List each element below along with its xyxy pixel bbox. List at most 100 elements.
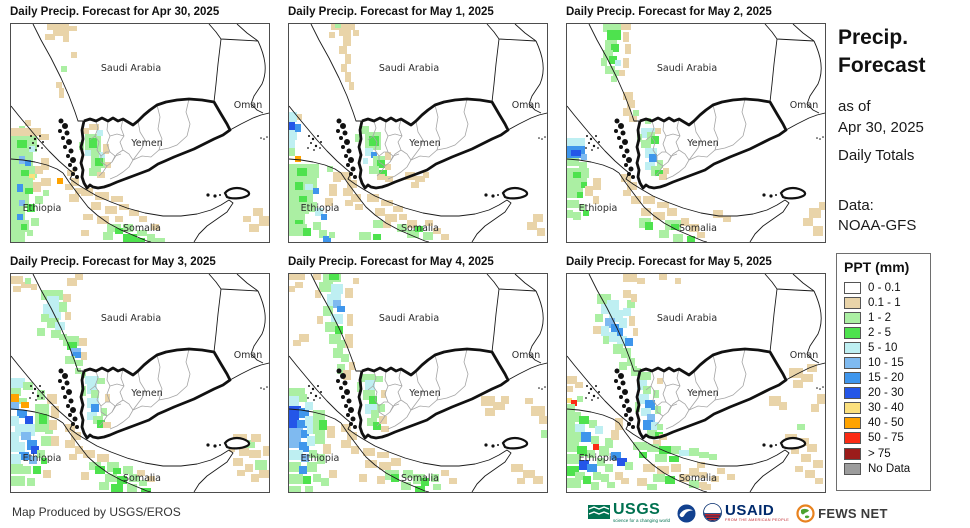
precip-cell [63,36,69,42]
island [320,391,322,393]
precip-cell [353,278,359,284]
admin-boundary [665,383,681,387]
island [35,399,37,401]
coastline-border [289,105,512,242]
country-label: Somalia [679,223,717,234]
precip-cell [697,232,705,238]
precip-cell [647,430,657,438]
precip-cell [391,458,401,466]
legend-entry: No Data [844,461,930,476]
island [68,163,72,167]
admin-boundary [397,118,403,151]
island [41,147,43,149]
island [620,380,626,386]
island [39,385,41,387]
coastline-border [62,172,152,242]
precip-cell [769,396,781,406]
island [64,130,70,136]
island [32,142,34,144]
country-label: Yemen [686,138,719,149]
precip-cell [643,386,651,394]
precip-cell [95,158,103,166]
legend-entry: > 75 [844,446,930,461]
precip-cell [645,222,653,230]
island [341,145,345,149]
map-svg: Saudi Arabia Oman Yemen Ethiopia Somalia [567,24,825,242]
precip-cell [355,134,360,142]
precip-cell [611,430,619,440]
island [58,129,62,133]
precip-cell [105,474,117,482]
admin-boundary [665,399,690,430]
precip-cell [23,466,31,474]
precip-cell [299,196,307,202]
precip-cell [11,276,23,284]
forecast-panel: Daily Precip. Forecast for Apr 30, 2025 S… [10,4,270,243]
precip-cell [789,368,803,378]
precip-cell [585,186,593,196]
legend-swatch [844,326,861,339]
precip-cell [79,338,87,346]
island [349,172,353,176]
precip-cell [87,398,99,408]
precip-cell [25,278,31,284]
precip-cell [645,400,655,410]
precip-cell [617,458,627,466]
precip-cell [27,478,35,486]
precip-cell [39,414,47,424]
precip-cell [689,480,699,488]
island [822,386,824,388]
precip-cell [679,474,689,482]
admin-boundary [645,385,652,391]
usaid-logo-text: USAID [725,502,775,520]
admin-boundary [185,98,191,137]
island [595,385,597,387]
precip-cell [345,72,351,82]
admin-boundary [397,368,403,401]
precip-cell [627,182,637,190]
island [317,135,319,137]
island [340,123,346,129]
precip-cell [47,318,59,328]
island [822,136,824,138]
precip-cell [35,166,43,174]
precip-cell [645,148,657,158]
precip-cell [73,352,81,358]
precip-cell [671,446,681,454]
island [341,395,345,399]
precip-cell [531,406,545,416]
precip-cell [333,348,343,358]
admin-boundary [376,415,386,427]
precip-cell [581,432,591,442]
precip-cell [313,274,321,280]
precip-cell [127,484,137,492]
precip-cell [397,224,407,232]
precip-cell [305,184,313,192]
admin-boundary [367,135,374,141]
precip-cell [627,300,635,308]
coastline-border [764,274,815,292]
precip-cell [327,166,333,172]
precip-cell [243,216,251,222]
precip-cell [25,416,33,424]
precip-cell [41,436,51,446]
island [66,404,70,408]
precip-cell [393,206,403,212]
info-column: Precip. Forecast as of Apr 30, 2025 Dail… [838,24,966,237]
coastline-border [769,38,778,103]
admin-boundary [410,135,466,161]
precip-cell [609,56,617,64]
admin-boundary [662,370,667,403]
precip-cell [333,172,341,182]
precip-cell [56,82,62,88]
precip-cell [679,450,689,456]
precip-cell [723,216,731,222]
map-svg: Saudi Arabia Oman Yemen Ethiopia Somalia [567,274,825,492]
island [617,386,621,390]
precip-cell [87,412,97,420]
precip-cell [17,140,27,148]
precip-cell [623,58,629,68]
admin-boundary [109,399,134,430]
yemen-border [635,97,788,190]
precip-cell [345,200,353,206]
